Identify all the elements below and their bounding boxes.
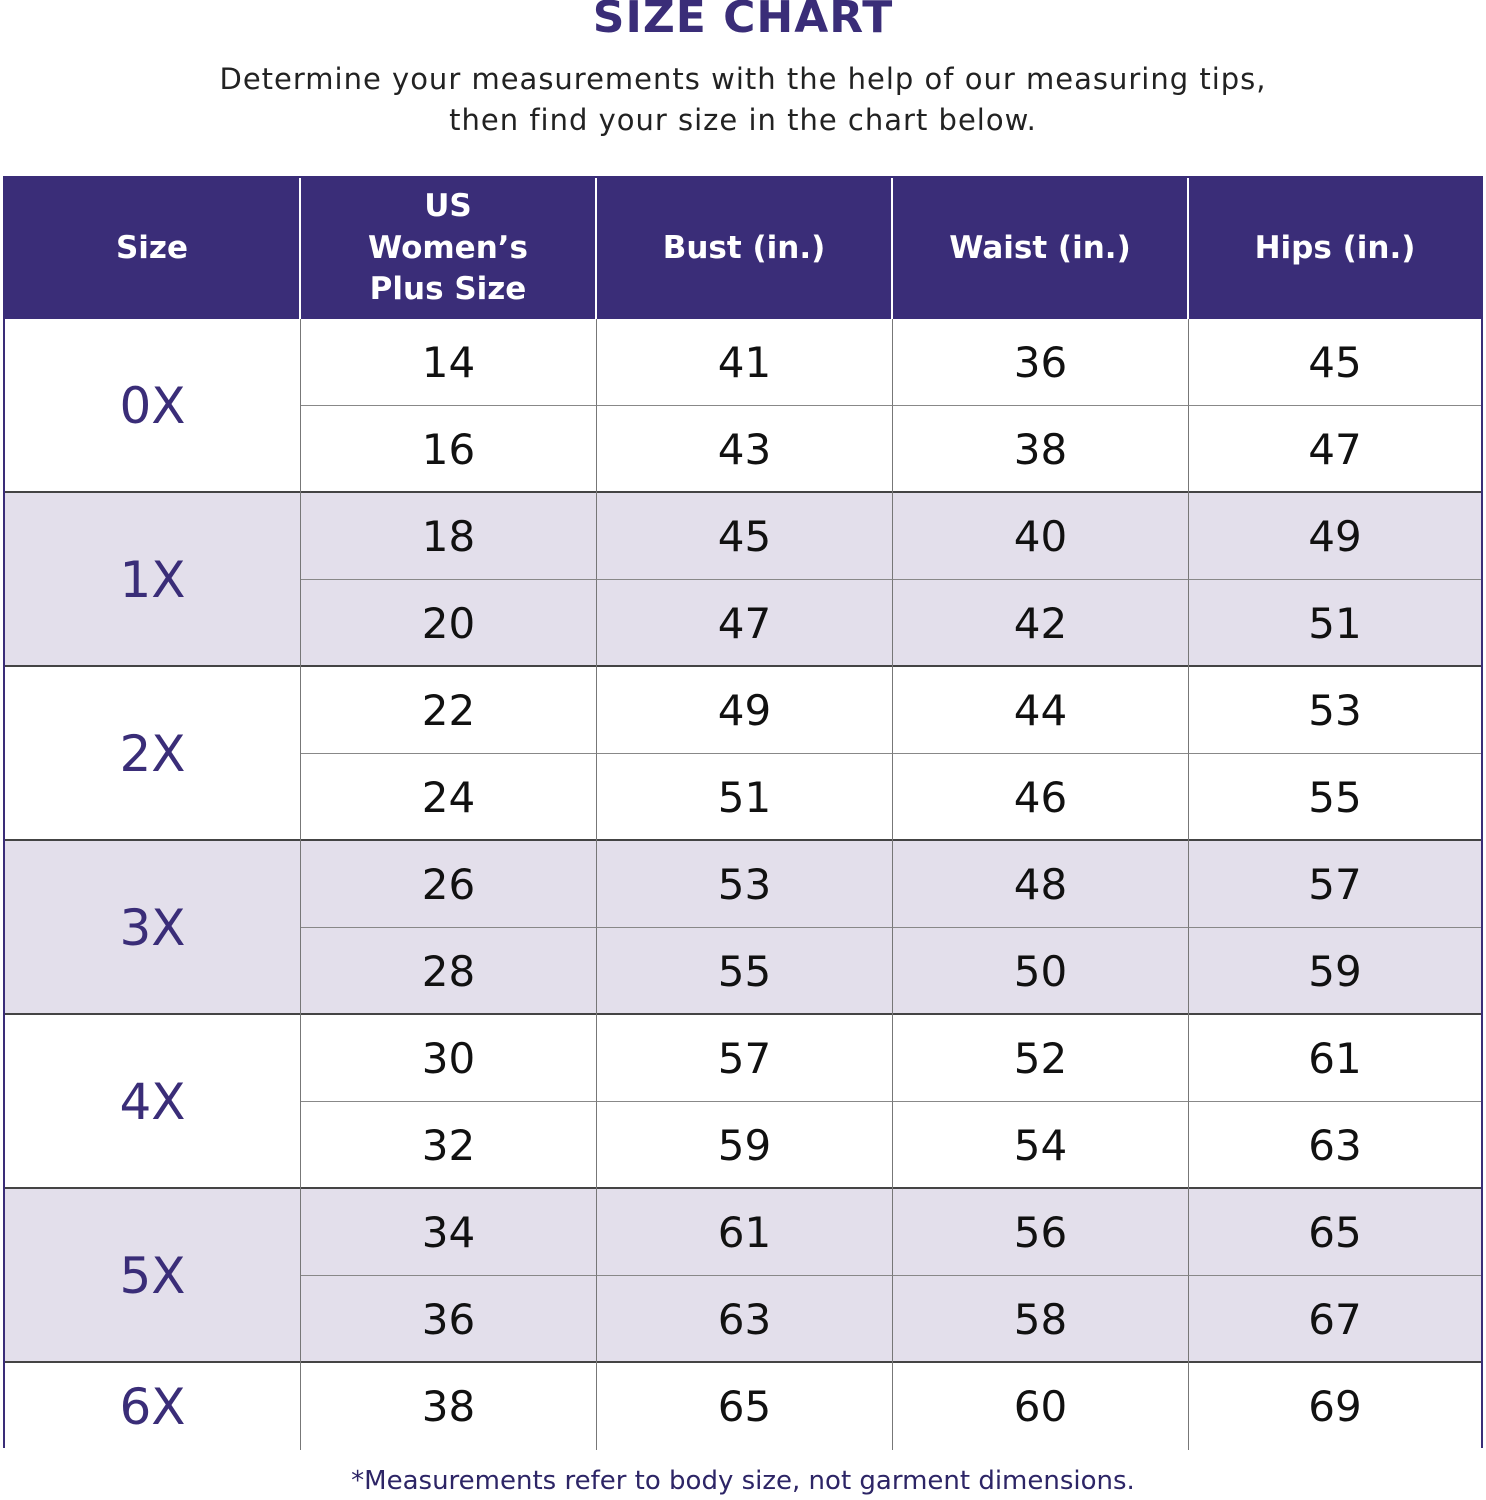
size-group [5, 1189, 1481, 1363]
table-cell: 61 [1189, 1015, 1481, 1102]
table-cell: 57 [597, 1015, 893, 1102]
table-cell: 42 [893, 580, 1189, 667]
footnote: *Measurements refer to body size, not ga… [351, 1466, 1135, 1496]
table-cell: 53 [1189, 667, 1481, 754]
size-label: 0X [5, 319, 301, 493]
table-cell: 65 [597, 1363, 893, 1450]
size-group [5, 1363, 1481, 1450]
table-cell: 47 [1308, 425, 1362, 474]
table-cell: 41 [597, 319, 893, 406]
table-cell: 48 [893, 841, 1189, 928]
table-cell: 43 [597, 406, 893, 493]
table-cell: 55 [597, 928, 893, 1015]
table-cell: 45 [1189, 319, 1481, 406]
table-cell: 32 [301, 1102, 597, 1189]
table-cell: 60 [893, 1363, 1189, 1450]
table-cell: 59 [597, 1102, 893, 1189]
table-cell: 30 [301, 1015, 597, 1102]
column-header: Waist (in.) [893, 178, 1189, 319]
size-label: 6X [5, 1363, 301, 1450]
size-label: 5X [5, 1189, 301, 1363]
page-title: SIZE CHART [592, 0, 894, 43]
subtitle-line-2: then find your size in the chart below. [449, 103, 1037, 137]
table-cell: 52 [893, 1015, 1189, 1102]
table-cell: 56 [893, 1189, 1189, 1276]
table-cell: 51 [1308, 599, 1362, 648]
table-cell: 49 [1189, 493, 1481, 580]
table-cell: 36 [893, 319, 1189, 406]
table-cell: 49 [597, 667, 893, 754]
size-label: 3X [5, 841, 301, 1015]
column-header: Bust (in.) [597, 178, 893, 319]
table-cell: 63 [597, 1276, 893, 1363]
table-cell: 61 [597, 1189, 893, 1276]
table-cell: 53 [597, 841, 893, 928]
table-cell: 34 [301, 1189, 597, 1276]
size-group [5, 1015, 1481, 1189]
table-cell: 28 [301, 928, 597, 1015]
size-label: 2X [5, 667, 301, 841]
size-chart-table: Size US Women’s Plus Size Bust (in.) Waist … [3, 176, 1483, 1450]
table-cell: 38 [301, 1363, 597, 1450]
table-cell: 38 [893, 406, 1189, 493]
table-cell: 67 [1308, 1295, 1362, 1344]
table-cell: 55 [1308, 773, 1362, 822]
table-cell: 26 [301, 841, 597, 928]
table-cell: 51 [597, 754, 893, 841]
size-label: 4X [5, 1015, 301, 1189]
table-cell: 63 [1308, 1121, 1362, 1170]
size-group [5, 667, 1481, 841]
table-cell: 16 [301, 406, 597, 493]
size-group [5, 319, 1481, 493]
table-cell: 57 [1189, 841, 1481, 928]
table-cell: 65 [1189, 1189, 1481, 1276]
table-cell: 58 [893, 1276, 1189, 1363]
table-cell: 50 [893, 928, 1189, 1015]
table-cell: 47 [597, 580, 893, 667]
column-header: Size [5, 178, 301, 319]
table-cell: 54 [893, 1102, 1189, 1189]
table-cell: 45 [597, 493, 893, 580]
table-cell: 59 [1308, 947, 1362, 996]
subtitle-line-1: Determine your measurements with the hel… [219, 62, 1267, 96]
column-header: US Women’s Plus Size [301, 178, 597, 319]
table-cell: 36 [301, 1276, 597, 1363]
size-group [5, 493, 1481, 667]
table-cell: 18 [301, 493, 597, 580]
table-cell: 20 [301, 580, 597, 667]
table-cell: 44 [893, 667, 1189, 754]
table-cell: 46 [893, 754, 1189, 841]
table-cell: 69 [1308, 1382, 1362, 1431]
size-group [5, 841, 1481, 1015]
table-cell: 22 [301, 667, 597, 754]
column-header: Hips (in.) [1189, 178, 1481, 319]
table-cell: 14 [301, 319, 597, 406]
size-label: 1X [5, 493, 301, 667]
table-cell: 24 [301, 754, 597, 841]
table-cell: 40 [893, 493, 1189, 580]
